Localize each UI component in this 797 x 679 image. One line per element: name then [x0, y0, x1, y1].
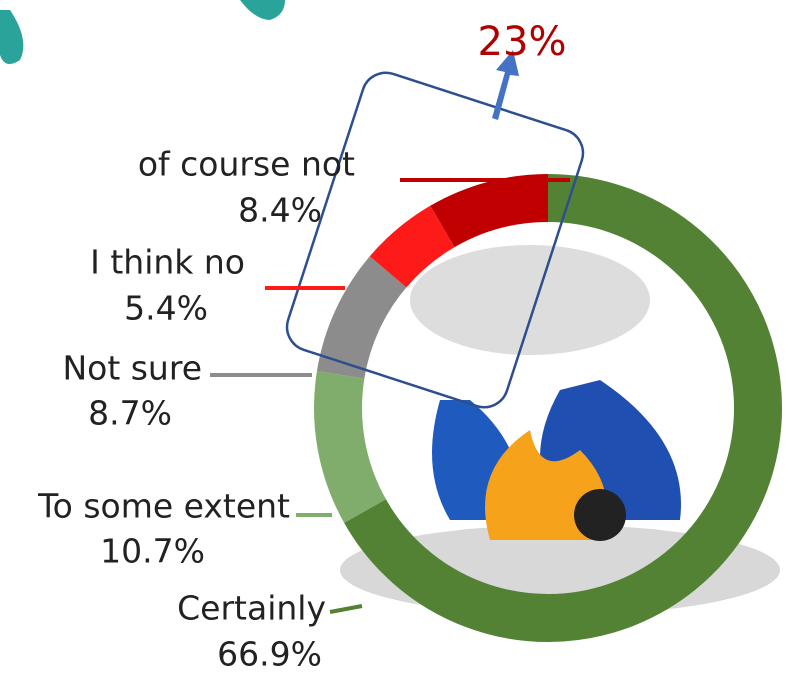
annotation: 23%	[478, 19, 567, 65]
category-label: Certainly	[177, 589, 326, 628]
donut-segment	[344, 174, 782, 642]
tire	[574, 489, 626, 541]
donut-segment	[430, 174, 549, 248]
category-label: I think no	[90, 243, 245, 282]
donut-segment	[314, 371, 387, 523]
decoration	[240, 0, 285, 20]
leader-line	[329, 604, 363, 614]
highlight-box	[285, 71, 585, 409]
value-label: 8.4%	[238, 191, 322, 230]
value-label: 10.7%	[100, 532, 205, 571]
arrow	[492, 50, 519, 120]
donut-segment	[369, 205, 455, 288]
smoke	[410, 245, 650, 355]
donut-segment	[316, 256, 407, 380]
value-label: 5.4%	[124, 289, 208, 328]
category-label: of course not	[138, 145, 355, 184]
value-label: 8.7%	[88, 394, 172, 433]
decoration	[0, 10, 24, 64]
category-label: To some extent	[37, 487, 290, 526]
value-label: 66.9%	[217, 635, 322, 674]
category-label: Not sure	[62, 349, 202, 388]
